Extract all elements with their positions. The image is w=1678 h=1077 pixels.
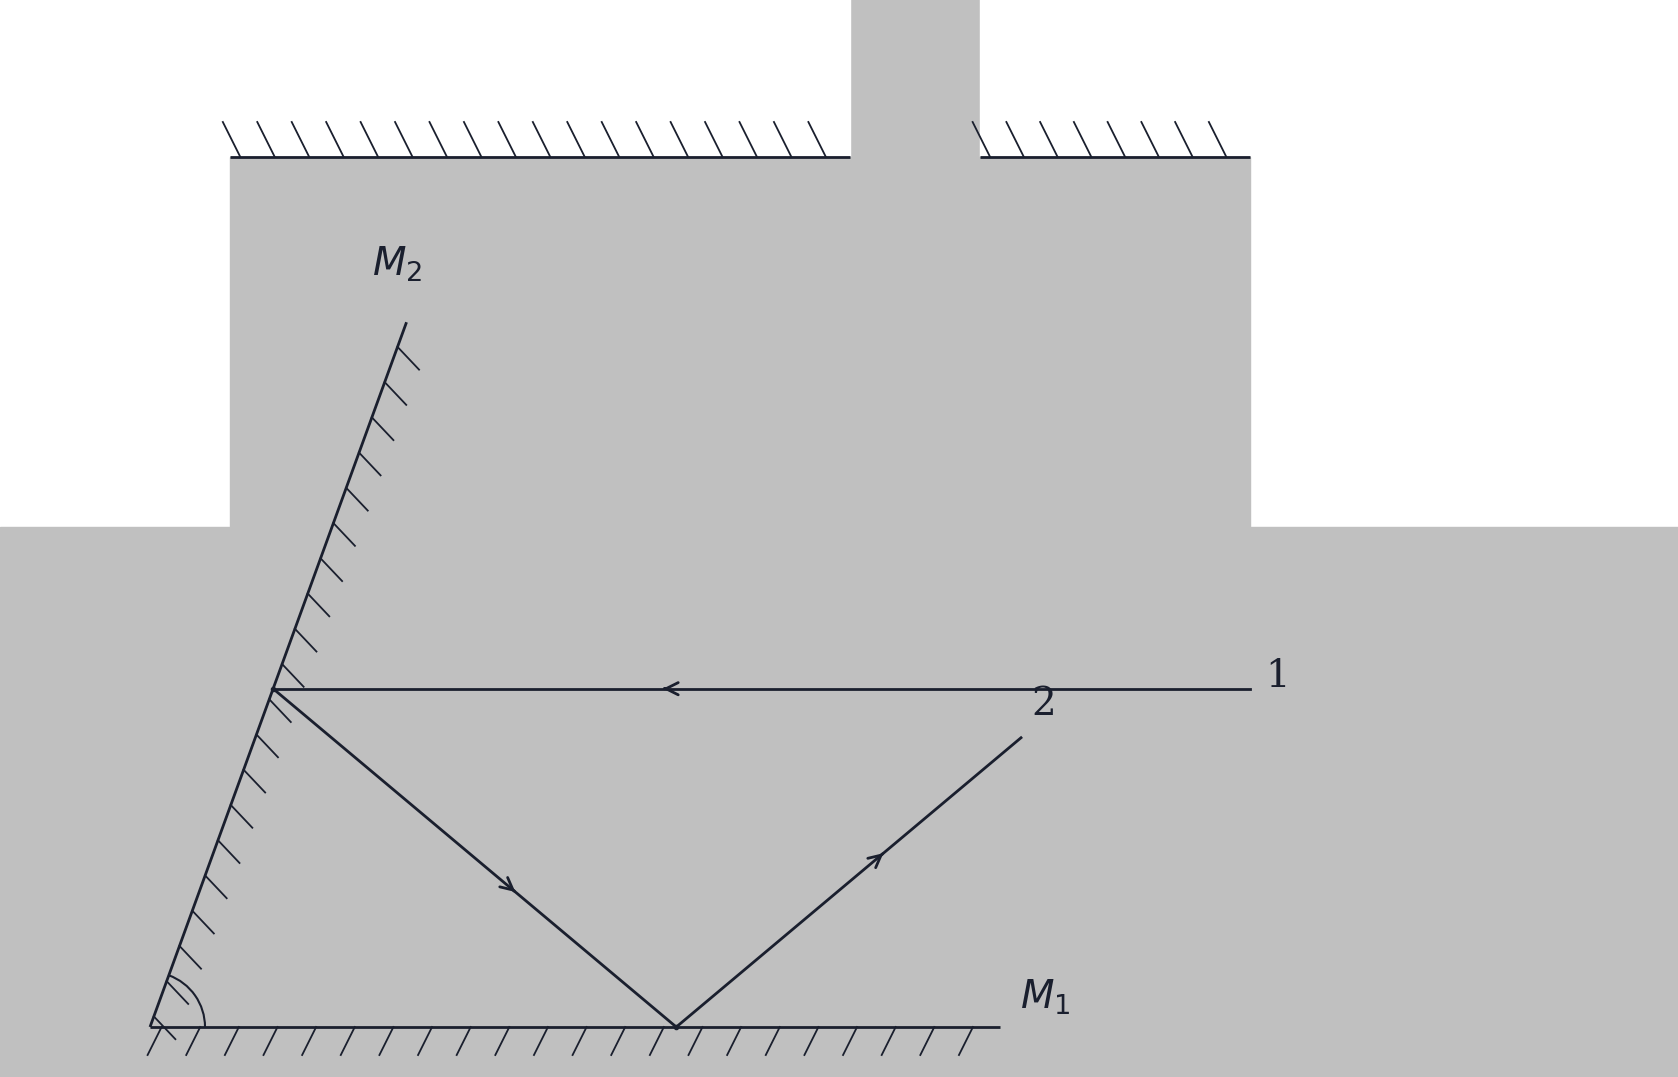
Text: $M_1$: $M_1$ [1020, 978, 1071, 1017]
Text: 1: 1 [1265, 658, 1290, 696]
Bar [0, 0, 230, 527]
Bar [0, 0, 851, 157]
Text: 2: 2 [1030, 686, 1055, 723]
Bar [1351, 577, 1678, 727]
Bar [0, 527, 1678, 1077]
Bar [980, 0, 1678, 157]
Text: $M_2$: $M_2$ [373, 244, 421, 284]
Bar [230, 157, 1250, 1077]
Bar [1250, 127, 1678, 627]
